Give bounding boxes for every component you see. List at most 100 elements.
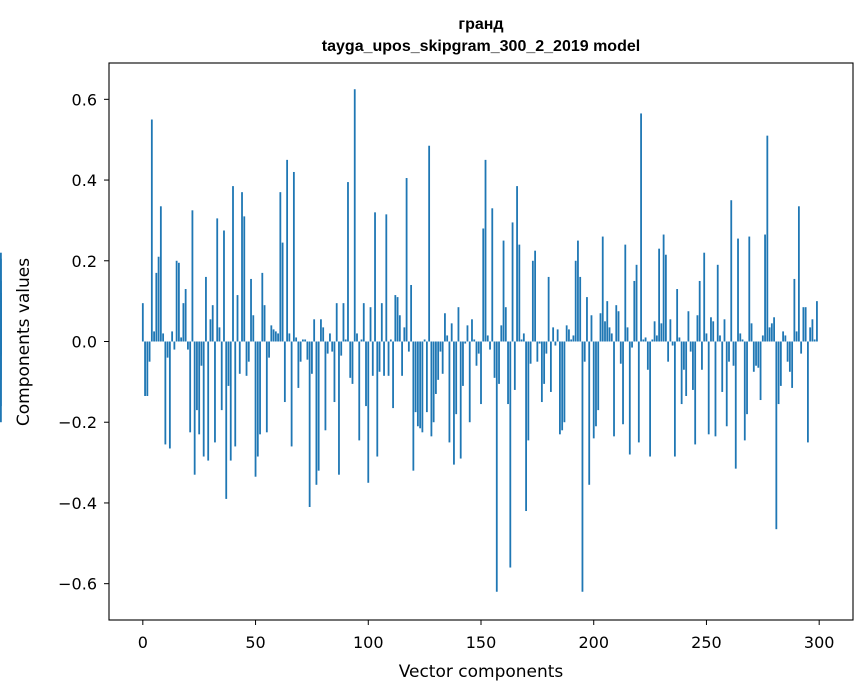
bar xyxy=(234,341,237,447)
bar xyxy=(493,341,496,378)
bar xyxy=(184,289,187,342)
bar xyxy=(766,135,769,342)
bar xyxy=(773,317,775,342)
bar xyxy=(374,212,376,342)
bar xyxy=(511,222,514,342)
bar xyxy=(513,341,516,390)
bar xyxy=(236,295,239,342)
bar xyxy=(0,329,2,342)
bar xyxy=(520,339,523,342)
chart-subtitle: tayga_upos_skipgram_300_2_2019 model xyxy=(322,38,640,55)
bar xyxy=(396,297,399,342)
bar xyxy=(268,341,270,358)
bar xyxy=(750,323,753,342)
bar xyxy=(761,335,764,342)
bar xyxy=(329,333,331,342)
bar xyxy=(728,341,730,362)
bar xyxy=(238,341,241,374)
bar xyxy=(480,341,482,405)
bar xyxy=(466,325,469,342)
bar xyxy=(313,319,316,342)
bar xyxy=(256,341,259,457)
bar xyxy=(746,341,748,415)
bar xyxy=(331,341,334,352)
bar xyxy=(491,208,494,342)
bar xyxy=(223,230,225,342)
bar xyxy=(631,341,633,348)
bar xyxy=(306,341,309,360)
bar xyxy=(710,317,712,342)
bar xyxy=(590,315,593,342)
bar xyxy=(281,242,284,342)
bar xyxy=(315,341,318,485)
x-tick-label: 150 xyxy=(466,633,497,652)
bar xyxy=(723,319,726,342)
bar xyxy=(254,341,257,477)
bar xyxy=(714,341,717,437)
bar xyxy=(0,341,2,350)
bar xyxy=(633,280,636,342)
bar xyxy=(378,341,381,372)
bar xyxy=(775,341,778,530)
bar xyxy=(455,341,458,415)
bar xyxy=(380,303,383,342)
bar xyxy=(531,260,534,342)
bar xyxy=(187,341,189,350)
bar xyxy=(385,214,388,342)
bars-group xyxy=(0,89,818,592)
bar xyxy=(304,339,307,342)
bar xyxy=(317,341,320,471)
bar xyxy=(288,333,291,342)
bar xyxy=(274,331,277,342)
bar xyxy=(193,341,196,475)
bar xyxy=(748,236,751,342)
bar xyxy=(660,323,663,342)
bar xyxy=(680,341,683,405)
bar xyxy=(448,341,451,443)
bar xyxy=(367,341,370,483)
bar xyxy=(484,159,487,342)
bar xyxy=(477,341,480,354)
bar xyxy=(601,236,604,342)
bar xyxy=(340,341,343,356)
bar xyxy=(759,341,762,401)
bar xyxy=(543,341,546,384)
bar xyxy=(175,260,178,342)
bar xyxy=(358,341,361,441)
bar xyxy=(525,341,527,512)
y-axis-label: Components values xyxy=(14,258,34,426)
bar xyxy=(146,341,149,396)
bar xyxy=(168,341,171,449)
bar xyxy=(247,341,250,362)
bar xyxy=(522,333,525,342)
bar xyxy=(770,323,773,342)
bar xyxy=(649,341,651,457)
bar xyxy=(453,341,455,465)
bar xyxy=(509,341,512,568)
bar xyxy=(795,331,798,342)
y-tick-label: 0.2 xyxy=(72,252,97,271)
bar xyxy=(788,341,791,372)
bar xyxy=(556,329,559,342)
bar xyxy=(177,262,180,342)
bar xyxy=(802,307,805,342)
x-tick-label: 200 xyxy=(578,633,609,652)
bar xyxy=(495,341,498,592)
bar xyxy=(559,341,561,435)
bar xyxy=(692,341,694,390)
bar xyxy=(403,327,406,342)
bar xyxy=(619,341,622,364)
bar xyxy=(595,341,597,427)
bar xyxy=(707,341,710,435)
bar xyxy=(207,341,210,461)
bar xyxy=(804,307,807,342)
bar xyxy=(549,341,552,392)
bar xyxy=(664,254,667,342)
bar xyxy=(741,339,744,342)
bar xyxy=(182,303,185,342)
bar xyxy=(471,319,473,342)
bar xyxy=(216,218,219,342)
bar xyxy=(554,341,557,346)
bar xyxy=(394,295,397,342)
bar xyxy=(786,341,789,362)
